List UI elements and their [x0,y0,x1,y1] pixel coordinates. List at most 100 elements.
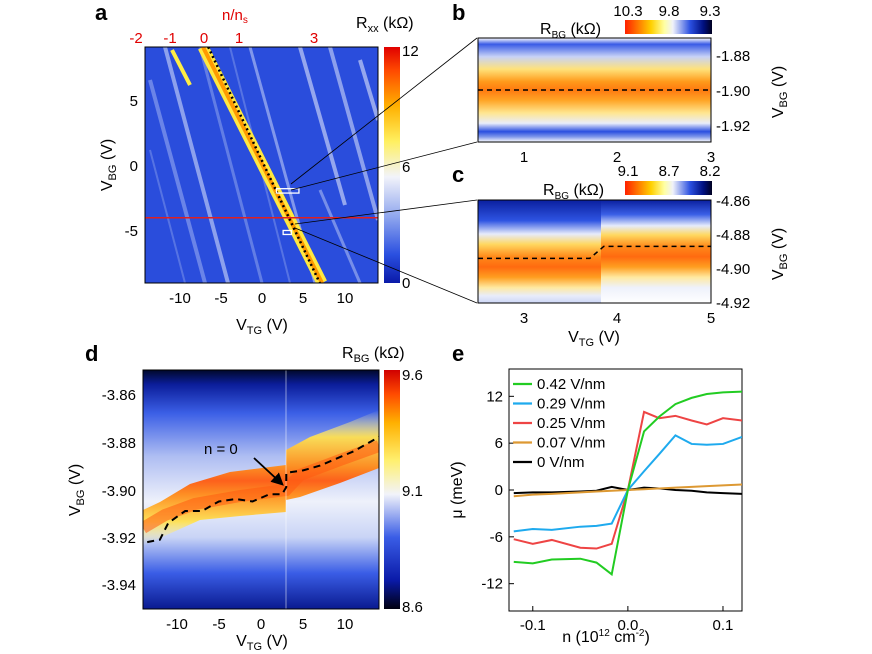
panel-d-y-tick: -3.88 [102,435,136,452]
panel-a-neutrality-core [201,47,324,283]
panel-e-x-tick: -0.1 [520,617,546,634]
panel-e-axes: 12 6 0 -6 -12 -0.1 0.0 0.1 [481,388,733,634]
panel-d-y-tick: -3.90 [102,483,136,500]
panel-a-x-tick: -10 [169,290,191,307]
panel-a-top-tick: -1 [163,30,176,47]
panel-e-legend-label: 0.42 V/nm [537,376,605,393]
panel-a-label: a [95,0,108,25]
panel-d-x-tick: 0 [257,616,265,633]
panel-a-top-axis: n/ns -2 -1 0 1 3 [129,7,318,47]
panel-b-x-tick: 1 [520,149,528,166]
panel-c: c 3 4 5 -4.86 -4.88 -4.90 -4.92 VBG (V) … [452,162,790,349]
panel-a-y-tick: 0 [130,158,138,175]
panel-c-y-tick: -4.88 [716,227,750,244]
panel-e-x-axis-label: n (1012 cm-2) [562,628,650,646]
connector-line [294,199,478,225]
panel-c-x-tick: 3 [520,310,528,327]
panel-d-colorbar [384,370,400,609]
panel-b-y-tick: -1.92 [716,118,750,135]
panel-c-heatmap-left [478,200,602,303]
panel-e-legend-label: 0.29 V/nm [537,396,605,413]
panel-a-yellow-streak [170,49,192,86]
panel-d-y-axis-label: VBG (V) [67,464,87,516]
panel-c-dashed-line [478,245,711,260]
panel-a-top-tick: 3 [310,30,318,47]
connector-line [294,227,478,304]
panel-b-colorbar-tick: 10.3 [613,3,642,20]
panel-c-colorbar-tick: 9.1 [618,163,639,180]
panel-e-label: e [452,341,464,366]
panel-d-arrow [253,457,284,486]
panel-b-colorbar-tick: 9.8 [659,3,680,20]
panel-b: b 1 2 3 -1.88 -1.90 -1.92 VBG (V) RBG (k… [452,0,790,166]
panel-e-x-tick: 0.1 [713,617,734,634]
panel-a-colorbar-tick: 0 [402,275,410,292]
panel-b-x-tick: 3 [707,149,715,166]
panel-a-top-tick: 1 [235,30,243,47]
panel-c-x-axis-label: VTG (V) [568,329,620,349]
panel-c-y-tick: -4.86 [716,193,750,210]
panel-d-colorbar-tick: 9.1 [402,483,423,500]
panel-c-colorbar [625,181,712,195]
panel-a-colorbar [384,47,400,283]
panel-d-x-axis-label: VTG (V) [236,633,288,653]
panel-e-series [513,390,742,577]
panel-a-x-tick: 5 [299,290,307,307]
panel-a-colorbar-tick: 6 [402,159,410,176]
panel-b-y-tick: -1.90 [716,83,750,100]
panel-a-dotted-line [207,47,321,283]
panel-e-y-tick: -6 [490,529,503,546]
panel-e-series-line [513,434,742,533]
panel-a-zoom-box-c [282,229,293,236]
panel-c-colorbar-tick: 8.7 [659,163,680,180]
panel-a-zoom-box-b [275,188,300,194]
panel-a-stripes [148,47,378,283]
panel-c-x-tick: 5 [707,310,715,327]
panel-b-y-tick: -1.88 [716,48,750,65]
panel-b-x-tick: 2 [613,149,621,166]
panel-d-x-tick: 5 [299,616,307,633]
panel-a-x-tick: 10 [337,290,354,307]
panel-d-y-tick: -3.86 [102,387,136,404]
panel-d-label: d [85,341,98,366]
panel-e-y-axis-label: μ (meV) [449,461,466,518]
panel-a: a -10 [95,0,419,337]
panel-e-legend-label: 0 V/nm [537,454,585,471]
panel-c-frame [477,199,712,304]
panel-c-colorbar-tick: 8.2 [700,163,721,180]
panel-d: d n = 0 -10 -5 0 5 10 -3.86 -3.88 -3.90 … [67,341,423,653]
panel-d-annotation: n = 0 [204,441,238,458]
panel-b-colorbar-title: RBG (kΩ) [540,21,601,41]
panel-d-frame [142,369,380,610]
panel-d-y-tick: -3.92 [102,530,136,547]
panel-a-x-axis-label: VTG (V) [236,317,288,337]
panel-d-heatmap [143,370,379,609]
panel-a-y-tick-labels: 5 0 -5 [125,93,138,240]
connector-line [290,141,478,191]
connector-line [290,37,478,185]
panel-a-y-axis-label: VBG (V) [99,139,119,191]
panel-a-top-tick: 0 [200,30,208,47]
panel-e-legend: 0.42 V/nm 0.29 V/nm 0.25 V/nm 0.07 V/nm 0 V/… [513,376,605,471]
panel-c-y-axis-label: VBG (V) [770,228,790,280]
panel-b-colorbar-tick: 9.3 [700,3,721,20]
panel-e-legend-label: 0.25 V/nm [537,415,605,432]
panel-c-label: c [452,162,464,187]
panel-e-y-tick: -12 [481,576,503,593]
panel-d-x-tick: -10 [166,616,188,633]
panel-a-heatmap [145,47,378,283]
panel-c-colorbar-title: RBG (kΩ) [543,182,604,202]
panel-d-band [143,410,379,546]
panel-e-series-line [513,483,742,498]
panel-b-y-axis-label: VBG (V) [770,66,790,118]
panel-a-frame [144,46,379,284]
panel-c-y-tick: -4.90 [716,261,750,278]
panel-a-top-tick: -2 [129,30,142,47]
panel-d-y-tick: -3.94 [102,577,136,594]
panel-e-y-tick: 0 [495,482,503,499]
panel-d-colorbar-title: RBG (kΩ) [342,345,405,365]
panel-d-colorbar-tick: 9.6 [402,367,423,384]
panel-e-legend-label: 0.07 V/nm [537,435,605,452]
panel-e: e 12 6 0 -6 -12 -0.1 0.0 0.1 0.42 V/nm 0.29 V/nm… [449,341,743,646]
